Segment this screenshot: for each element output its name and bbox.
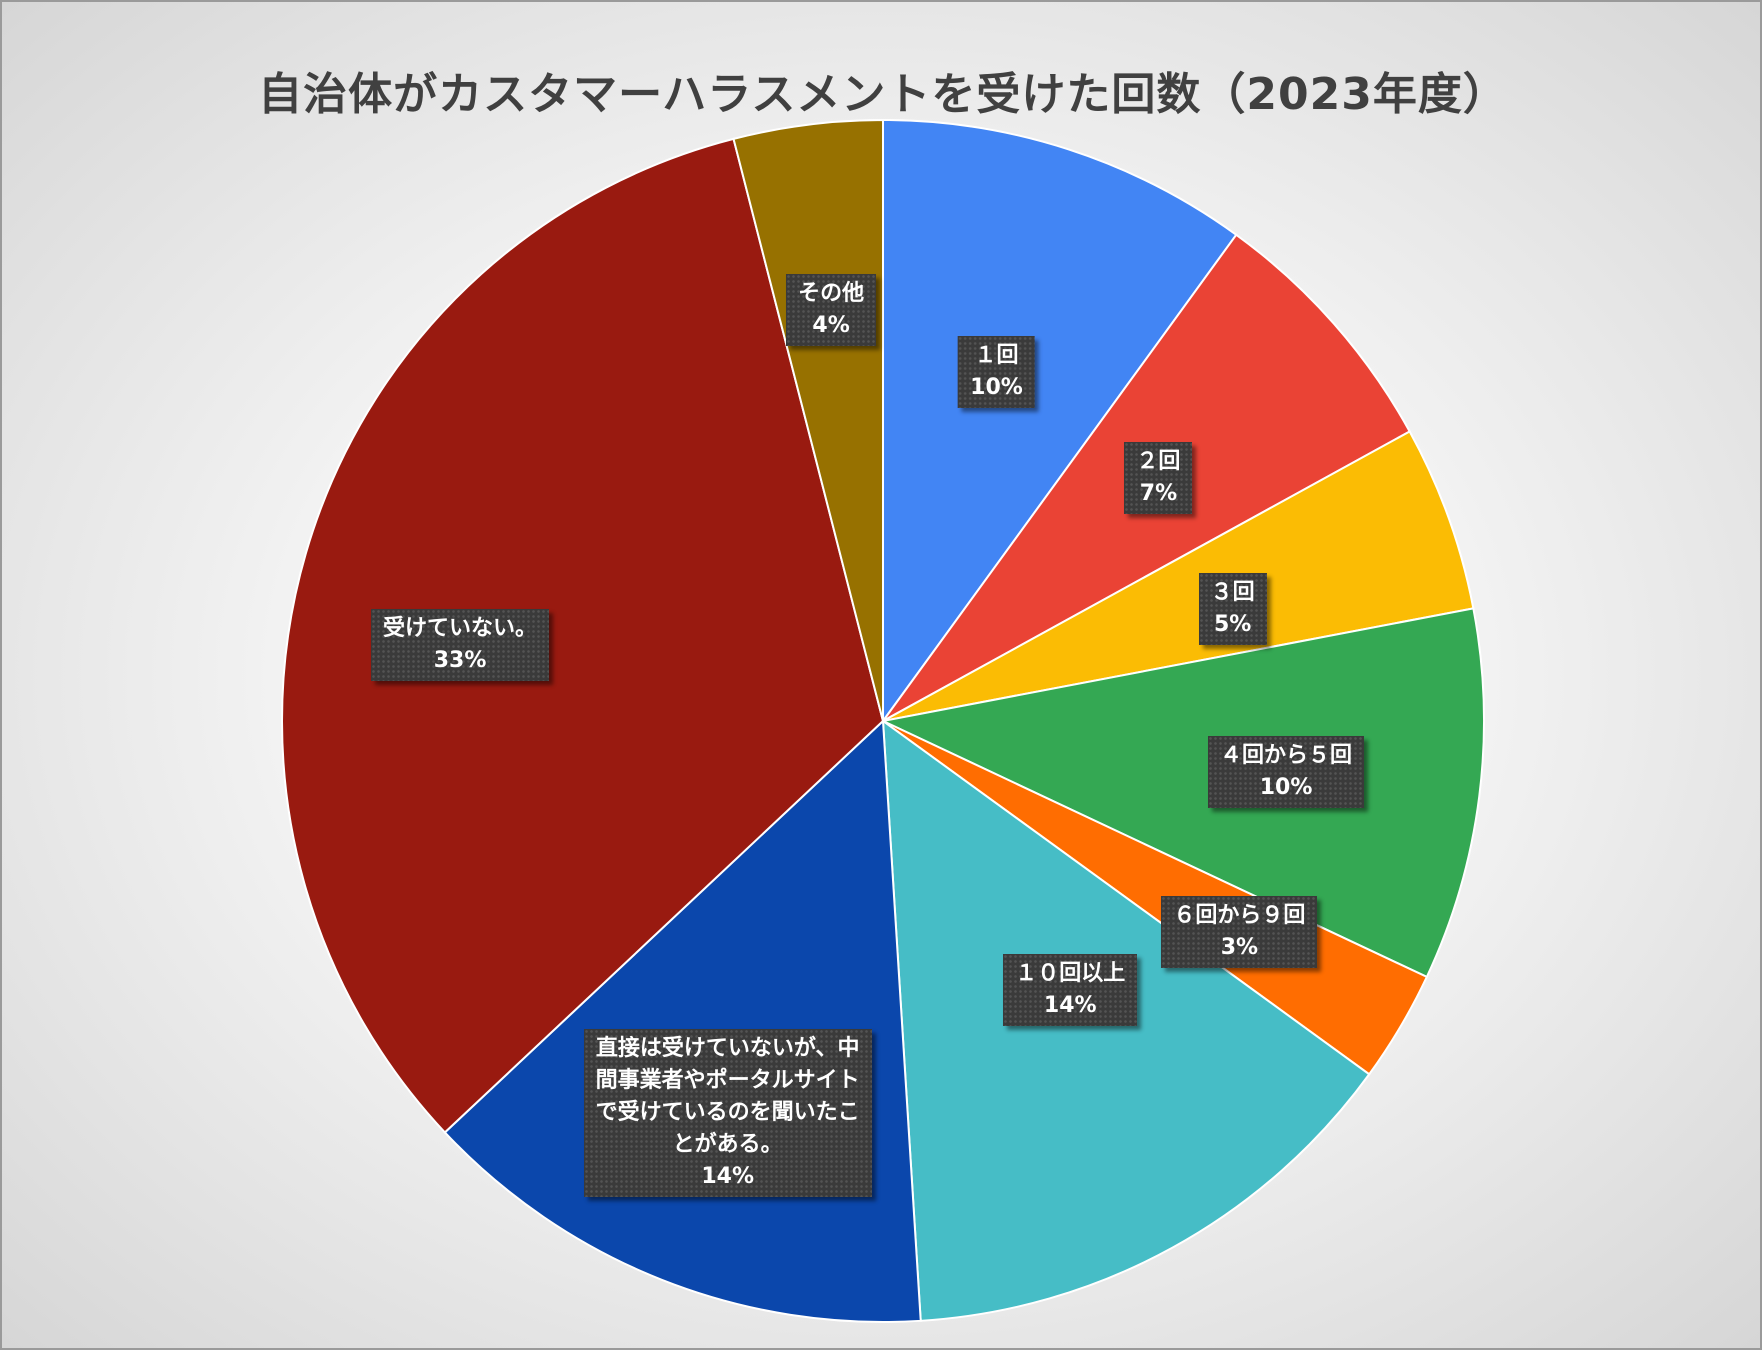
data-label-percent: 4% (812, 313, 850, 339)
data-label-category: その他 (798, 281, 865, 307)
data-label-7: 直接は受けていないが、中 間事業者やポータルサイト で受けているのを聞いたこ と… (583, 1029, 872, 1198)
data-label-5: ６回から９回 3% (1161, 895, 1318, 968)
pie-slice-3 (882, 430, 1475, 722)
data-label-percent: 14% (701, 1164, 755, 1190)
data-label-percent: 33% (433, 647, 487, 673)
data-label-category: ３回 (1210, 579, 1255, 605)
data-label-percent: 14% (1043, 993, 1097, 1019)
data-label-category: 直接は受けていないが、中 間事業者やポータルサイト で受けているのを聞いたこ と… (595, 1036, 860, 1158)
data-label-2: ２回 7% (1124, 442, 1193, 515)
pie-slice-4 (879, 607, 1485, 979)
data-label-percent: 3% (1220, 934, 1259, 960)
data-label-6: １０回以上 14% (1003, 954, 1138, 1027)
data-label-category: ２回 (1136, 449, 1181, 475)
data-label-category: １０回以上 (1015, 961, 1126, 987)
data-label-1: １回 10% (958, 335, 1035, 408)
data-label-percent: 10% (970, 374, 1023, 400)
data-label-category: ４回から５回 (1220, 742, 1353, 768)
data-label-percent: 5% (1213, 611, 1252, 637)
data-label-category: 受けていない。 (383, 615, 538, 641)
data-label-percent: 7% (1139, 481, 1178, 507)
pie-slice-8 (281, 137, 885, 1134)
data-label-percent: 10% (1259, 774, 1313, 800)
data-label-8: 受けていない。 33% (371, 608, 550, 681)
data-label-9: その他 4% (786, 274, 877, 347)
pie-slice-9 (732, 118, 884, 722)
chart-title: 自治体がカスタマーハラスメントを受けた回数（2023年度） (258, 69, 1508, 120)
data-label-category: １回 (974, 342, 1019, 368)
data-label-4: ４回から５回 10% (1208, 735, 1365, 808)
data-label-3: ３回 5% (1198, 572, 1267, 645)
data-label-category: ６回から９回 (1173, 902, 1306, 928)
pie-slice-1 (882, 118, 1238, 725)
